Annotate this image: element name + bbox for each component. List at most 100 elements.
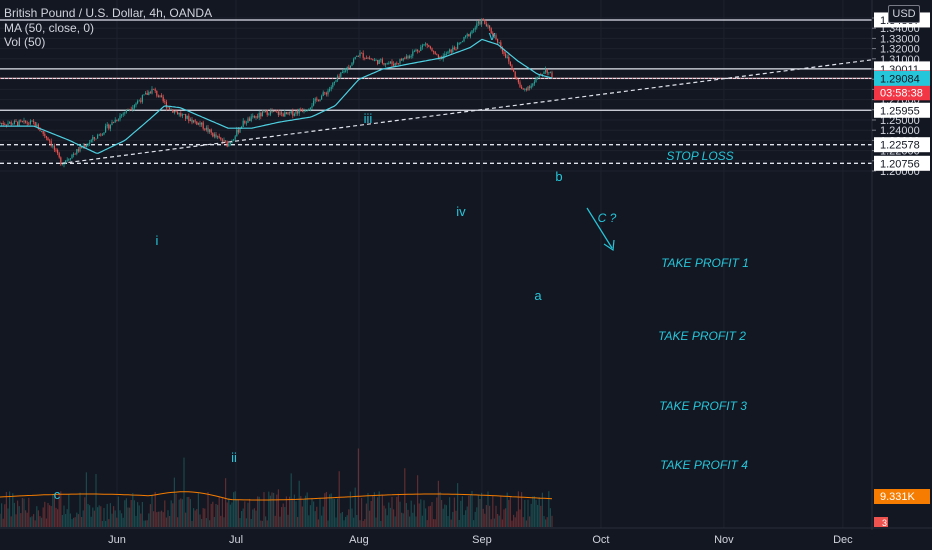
candle-body (394, 62, 396, 66)
wave-label[interactable]: iii (364, 111, 373, 126)
volume-bar (37, 510, 39, 527)
small-volume-badge-text: 3 (882, 518, 887, 528)
volume-bar (26, 512, 28, 527)
wave-label[interactable]: ii (231, 450, 237, 465)
volume-bar (516, 511, 518, 527)
trendline[interactable] (61, 59, 873, 164)
candle-body (244, 120, 246, 124)
annotation-text[interactable]: C ? (598, 211, 617, 225)
candle-body (389, 61, 391, 64)
candle-body (409, 56, 411, 58)
annotation-text[interactable]: STOP LOSS (666, 149, 733, 163)
volume-bar (513, 514, 515, 527)
volume-bar (237, 499, 239, 527)
candle-body (396, 62, 398, 64)
candle-body (285, 112, 287, 115)
volume-bar (506, 492, 508, 527)
wave-label[interactable]: a (534, 288, 542, 303)
candle-body (325, 93, 327, 95)
volume-bar (341, 511, 343, 527)
volume-bar (146, 520, 148, 527)
volume-bar (17, 500, 19, 527)
candle-body (212, 132, 214, 137)
candle-body (183, 114, 185, 115)
candle-body (177, 112, 179, 115)
candle-body (1, 123, 3, 124)
candle-body (146, 93, 148, 95)
annotation-text[interactable]: TAKE PROFIT 2 (658, 329, 746, 343)
volume-bar (122, 517, 124, 527)
volume-bar (244, 501, 246, 527)
volume-bar (229, 504, 231, 527)
volume-bar (469, 494, 471, 527)
volume-bar (405, 503, 407, 527)
candle-body (281, 112, 283, 114)
volume-bar (175, 493, 177, 527)
candle-body (529, 86, 531, 88)
annotation-text[interactable]: TAKE PROFIT 3 (659, 399, 747, 413)
wave-label[interactable]: b (555, 169, 562, 184)
volume-bar (141, 501, 143, 527)
candle-body (10, 122, 12, 125)
time-axis[interactable]: Jun Jul Aug Sep Oct Nov Dec (0, 527, 932, 546)
wave-label[interactable]: iv (456, 204, 466, 219)
candle-body (481, 18, 483, 25)
ma-indicator-label[interactable]: MA (50, close, 0) (4, 20, 95, 35)
volume-bar (66, 509, 68, 527)
volume-indicator-label[interactable]: Vol (50) (4, 35, 46, 49)
volume-bar (125, 498, 127, 527)
candle-body (417, 49, 419, 51)
volume-bar (268, 491, 270, 527)
candle-body (92, 137, 94, 140)
candle-body (7, 123, 9, 125)
volume-bar (252, 509, 254, 527)
volume-bar (450, 519, 452, 527)
projection-arrow[interactable] (586, 207, 613, 249)
wave-label[interactable]: v (489, 28, 496, 43)
candle-body (349, 65, 351, 68)
symbol-title[interactable]: British Pound / U.S. Dollar, 4h, OANDA (4, 6, 213, 20)
candle-body (473, 29, 475, 31)
candle-body (60, 157, 62, 165)
volume-bar (397, 493, 399, 527)
wave-label[interactable]: c (54, 487, 61, 502)
annotation-text[interactable]: TAKE PROFIT 4 (660, 458, 748, 472)
candle-body (370, 58, 372, 60)
candle-body (348, 67, 350, 69)
volume-bar (493, 518, 495, 527)
candle-body (194, 120, 196, 122)
candle-body (545, 69, 547, 73)
drawings (61, 59, 873, 252)
candle-body (289, 112, 291, 114)
volume-bar (482, 508, 484, 527)
volume-bar (519, 509, 521, 527)
volume-bar (92, 507, 94, 527)
candle-body (103, 132, 105, 135)
candle-body (514, 71, 516, 78)
volume-bar (177, 517, 179, 527)
volume-bar (2, 518, 4, 527)
volume-bar (538, 496, 540, 527)
wave-label[interactable]: i (156, 233, 159, 248)
volume-bar (85, 472, 87, 527)
currency-button[interactable]: USD (888, 5, 920, 23)
candle-body (122, 113, 124, 115)
volume-bar (87, 503, 89, 527)
candle-body (205, 127, 207, 130)
candle-body (191, 119, 193, 123)
volume-bar (282, 503, 284, 527)
candle-body (181, 114, 183, 116)
x-tick-label: Jun (108, 534, 126, 546)
volume-bar (445, 505, 447, 527)
volume-bar (412, 512, 414, 527)
annotation-text[interactable]: TAKE PROFIT 1 (661, 256, 749, 270)
volume-bar (453, 497, 455, 527)
volume-bar (433, 519, 435, 527)
candle-body (125, 109, 127, 113)
volume-bar (364, 519, 366, 527)
candle-body (369, 57, 371, 59)
price-axis[interactable]: 1.350001.340001.330001.320001.310001.300… (871, 0, 932, 550)
candle-body (196, 121, 198, 125)
candle-body (489, 25, 491, 29)
